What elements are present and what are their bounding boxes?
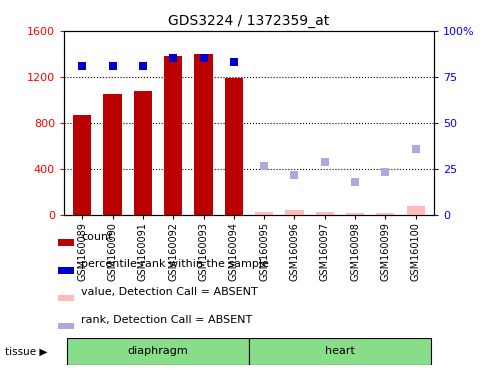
Bar — [73, 115, 91, 215]
Bar — [164, 56, 182, 215]
Bar — [346, 213, 364, 215]
Bar — [58, 323, 73, 329]
Text: count: count — [81, 232, 113, 242]
Bar — [407, 206, 425, 215]
Text: percentile rank within the sample: percentile rank within the sample — [81, 260, 269, 270]
Bar — [58, 239, 73, 246]
Bar — [376, 213, 394, 215]
Text: value, Detection Call = ABSENT: value, Detection Call = ABSENT — [81, 287, 258, 297]
Bar — [67, 338, 249, 365]
Bar — [194, 54, 212, 215]
Text: rank, Detection Call = ABSENT: rank, Detection Call = ABSENT — [81, 315, 253, 325]
Bar — [104, 94, 122, 215]
Bar — [285, 210, 304, 215]
Bar — [58, 295, 73, 301]
Text: heart: heart — [325, 346, 355, 356]
Bar — [249, 338, 431, 365]
Title: GDS3224 / 1372359_at: GDS3224 / 1372359_at — [168, 14, 330, 28]
Text: diaphragm: diaphragm — [128, 346, 188, 356]
Text: tissue ▶: tissue ▶ — [5, 346, 47, 356]
Bar — [225, 78, 243, 215]
Bar — [58, 267, 73, 273]
Bar — [316, 212, 334, 215]
Bar — [255, 212, 273, 215]
Bar — [134, 91, 152, 215]
